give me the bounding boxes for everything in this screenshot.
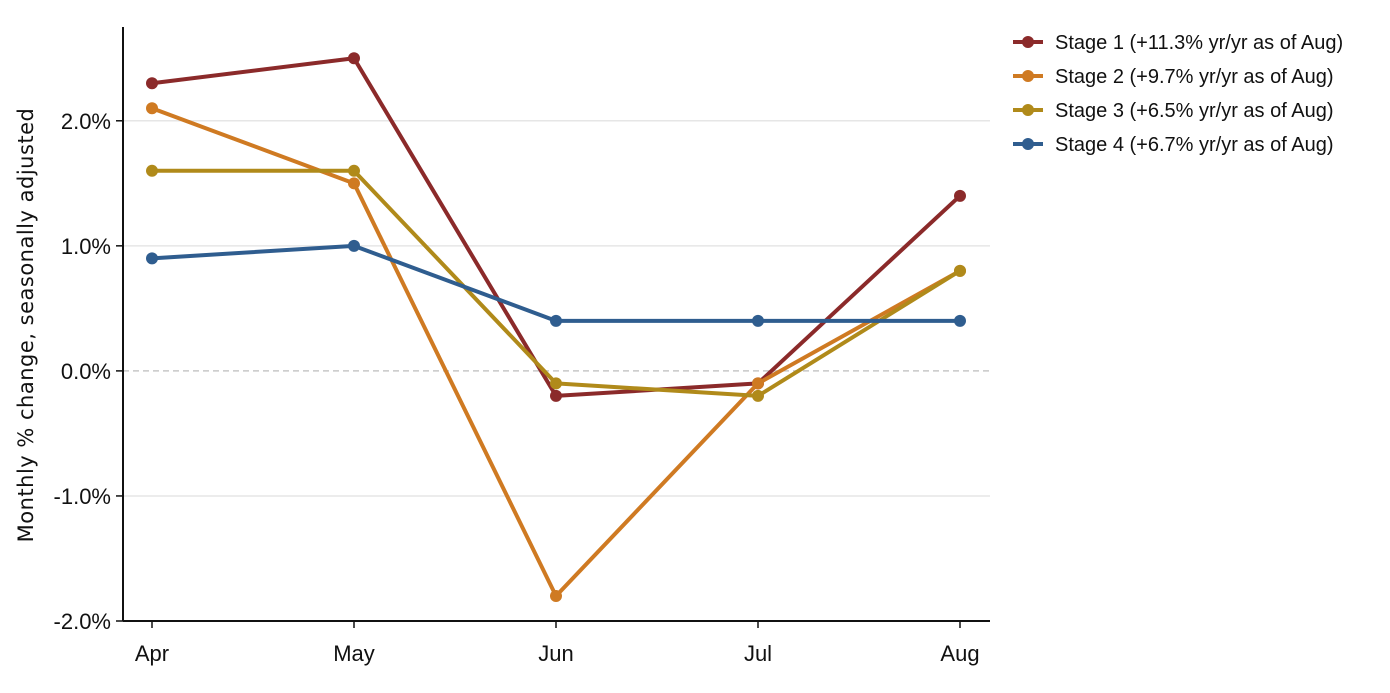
legend-label: Stage 2 (+9.7% yr/yr as of Aug) — [1055, 66, 1333, 88]
data-point — [550, 589, 562, 602]
y-tick-label: 1.0% — [61, 234, 111, 259]
data-point — [146, 102, 158, 115]
legend-marker — [1022, 138, 1034, 150]
data-point — [348, 52, 360, 65]
series — [146, 52, 966, 602]
data-point — [146, 77, 158, 90]
data-point — [550, 377, 562, 390]
gridlines — [123, 120, 990, 497]
data-point — [348, 177, 360, 190]
series-line — [150, 106, 962, 598]
data-point — [550, 389, 562, 402]
legend-item: Stage 2 (+9.7% yr/yr as of Aug) — [1013, 66, 1333, 88]
legend-marker — [1022, 104, 1034, 116]
legend-label: Stage 3 (+6.5% yr/yr as of Aug) — [1055, 100, 1333, 122]
data-point — [752, 389, 764, 402]
x-tick-label: Jun — [538, 641, 573, 666]
legend-item: Stage 4 (+6.7% yr/yr as of Aug) — [1013, 134, 1333, 156]
y-tick-label: -1.0% — [54, 484, 111, 509]
data-point — [954, 314, 966, 327]
ticks: -2.0% -1.0% 0.0% 1.0% 2.0% Apr May Jun Jul Aug — [54, 109, 980, 666]
data-point — [954, 189, 966, 202]
legend-label: Stage 1 (+11.3% yr/yr as of Aug) — [1055, 32, 1343, 54]
x-tick-label: Jul — [744, 641, 772, 666]
legend-item: Stage 3 (+6.5% yr/yr as of Aug) — [1013, 100, 1333, 122]
series-1 — [146, 52, 966, 402]
x-tick-label: Apr — [135, 641, 169, 666]
y-tick-label: 0.0% — [61, 359, 111, 384]
series-4 — [146, 239, 966, 327]
y-tick-label: -2.0% — [54, 609, 111, 634]
x-tick-label: Aug — [940, 641, 979, 666]
legend: Stage 1 (+11.3% yr/yr as of Aug) Stage 2 … — [1013, 32, 1343, 156]
legend-label: Stage 4 (+6.7% yr/yr as of Aug) — [1055, 134, 1333, 156]
series-line — [150, 168, 962, 398]
data-point — [550, 314, 562, 327]
data-point — [954, 264, 966, 277]
y-tick-label: 2.0% — [61, 109, 111, 134]
legend-marker — [1022, 70, 1034, 82]
data-point — [146, 252, 158, 265]
data-point — [146, 164, 158, 177]
data-point — [752, 377, 764, 390]
data-point — [348, 239, 360, 252]
y-axis-label: Monthly % change, seasonally adjusted — [14, 108, 38, 543]
data-point — [752, 314, 764, 327]
legend-marker — [1022, 36, 1034, 48]
legend-item: Stage 1 (+11.3% yr/yr as of Aug) — [1013, 32, 1343, 54]
series-3 — [146, 164, 966, 402]
x-tick-label: May — [333, 641, 375, 666]
data-point — [348, 164, 360, 177]
series-2 — [146, 102, 966, 602]
